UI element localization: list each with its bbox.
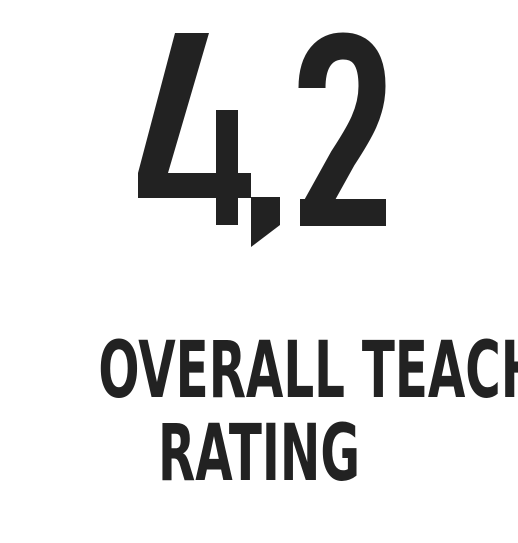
- rating-label-line-2: RATING: [157, 409, 361, 499]
- digit-two-base: [300, 199, 386, 226]
- rating-value-graphic: [138, 32, 386, 247]
- rating-label-line-1: OVERALL TEACHER: [98, 326, 518, 416]
- digit-four: [138, 33, 251, 225]
- digit-two: [298, 32, 386, 219]
- comma-mark: [251, 197, 280, 247]
